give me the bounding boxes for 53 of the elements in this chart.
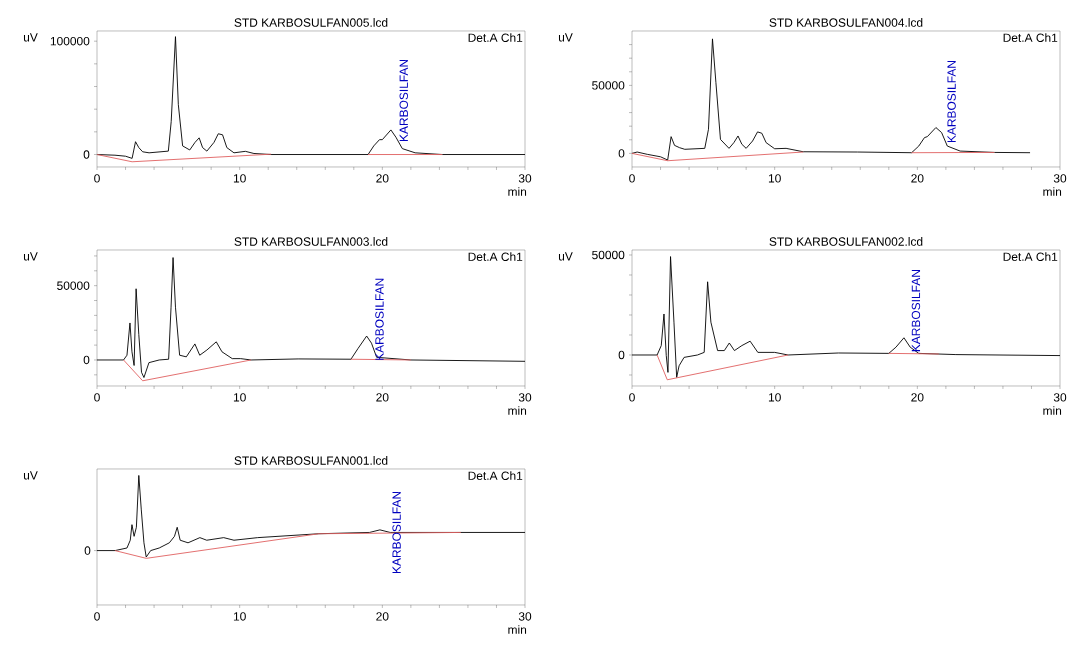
x-axis-title: min [1043, 406, 1062, 415]
x-tick-label: 30 [1053, 174, 1067, 183]
x-tick-label: 10 [233, 174, 246, 183]
annotation: Det.A Ch1 [468, 33, 523, 42]
x-tick-label: 20 [376, 612, 389, 621]
x-tick-label: 0 [629, 174, 635, 183]
x-tick-label: 20 [911, 393, 924, 402]
y-tick-label: 0 [618, 149, 625, 158]
chart-title: STD KARBOSULFAN004.lcd [769, 18, 923, 27]
chart-title: STD KARBOSULFAN002.lcd [769, 237, 923, 246]
x-tick-label: 10 [233, 393, 246, 402]
x-tick-label: 30 [518, 612, 532, 621]
chart-title: STD KARBOSULFAN003.lcd [234, 237, 388, 246]
x-tick-label: 20 [911, 174, 924, 183]
y-tick-label: 50000 [592, 81, 625, 90]
x-tick-label: 0 [94, 393, 100, 402]
x-axis-title: min [508, 406, 527, 415]
annotation: KARBOSILFAN [399, 59, 408, 141]
chart-title: STD KARBOSULFAN001.lcd [234, 456, 388, 465]
x-tick-label: 30 [518, 393, 532, 402]
y-axis-title: uV [23, 252, 38, 261]
x-tick-label: 20 [376, 174, 389, 183]
annotation: Det.A Ch1 [1003, 252, 1058, 261]
annotation: KARBOSILFAN [911, 270, 921, 352]
x-axis-title: min [508, 625, 527, 634]
y-tick-label: 50000 [57, 281, 90, 290]
annotation: Det.A Ch1 [1003, 33, 1058, 42]
annotation: KARBOSILFAN [375, 278, 384, 360]
y-tick-label: 0 [83, 150, 90, 159]
x-tick-label: 10 [768, 393, 781, 402]
y-tick-label: 0 [83, 355, 90, 365]
x-tick-label: 30 [1053, 393, 1067, 402]
y-axis-title: uV [23, 33, 38, 42]
annotation: KARBOSILFAN [392, 491, 401, 573]
y-axis-title: uV [23, 471, 38, 480]
x-tick-label: 20 [376, 393, 389, 402]
x-tick-label: 0 [94, 174, 100, 183]
annotation: KARBOSILFAN [947, 61, 956, 143]
x-tick-label: 10 [768, 174, 781, 183]
x-axis-title: min [508, 187, 527, 196]
y-axis-title: uV [558, 252, 573, 261]
x-axis-title: min [1043, 187, 1062, 196]
x-tick-label: 10 [233, 612, 246, 621]
y-tick-label: 0 [618, 350, 625, 360]
x-tick-label: 0 [629, 393, 635, 402]
y-tick-label: 100000 [50, 36, 90, 46]
y-axis-title: uV [558, 33, 573, 42]
y-tick-label: 50000 [592, 250, 625, 260]
chart-title: STD KARBOSULFAN005.lcd [234, 18, 388, 27]
x-tick-label: 30 [518, 174, 532, 183]
annotation: Det.A Ch1 [468, 252, 523, 261]
x-tick-label: 0 [94, 612, 100, 621]
annotation: Det.A Ch1 [468, 471, 523, 480]
